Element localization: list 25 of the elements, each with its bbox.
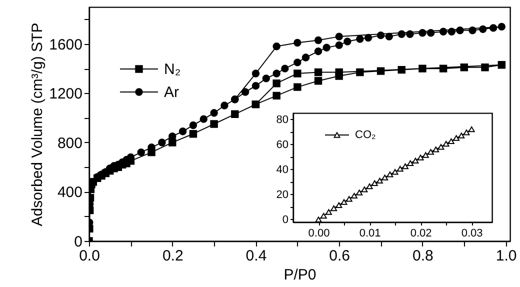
y-tick-label: 20 [276,188,288,201]
x-tick-label: 0.6 [329,248,350,264]
legend-label: CO₂ [355,129,376,141]
x-tick-label: 0.02 [410,228,432,240]
legend-label: Ar [164,84,180,101]
x-tick-label: 1.0 [496,248,517,264]
y-tick-label: 40 [276,164,288,176]
y-tick-label: 0 [74,234,82,250]
y-tick-label: 1200 [49,86,82,103]
x-tick-label: 0.2 [162,248,184,264]
y-tick-label: 800 [57,134,82,152]
y-tick-label: 400 [57,184,82,202]
x-tick-label: 0.8 [412,248,434,264]
x-tick-label: 0.00 [308,228,330,240]
y-tick-label: 0 [282,214,288,226]
y-tick-label: 60 [276,138,288,151]
x-tick-label: 0.4 [246,248,267,264]
x-axis-title: P/P0 [284,266,316,284]
y-axis-title: Adsorbed Volume (cm³/g) STP [29,22,46,226]
legend-label: N₂ [164,61,181,78]
x-tick-label: 0.01 [359,228,381,240]
y-tick-label: 1600 [49,36,82,54]
x-tick-label: 0.0 [79,248,100,264]
y-tick-label: 80 [276,114,288,126]
x-tick-label: 0.03 [461,228,483,240]
